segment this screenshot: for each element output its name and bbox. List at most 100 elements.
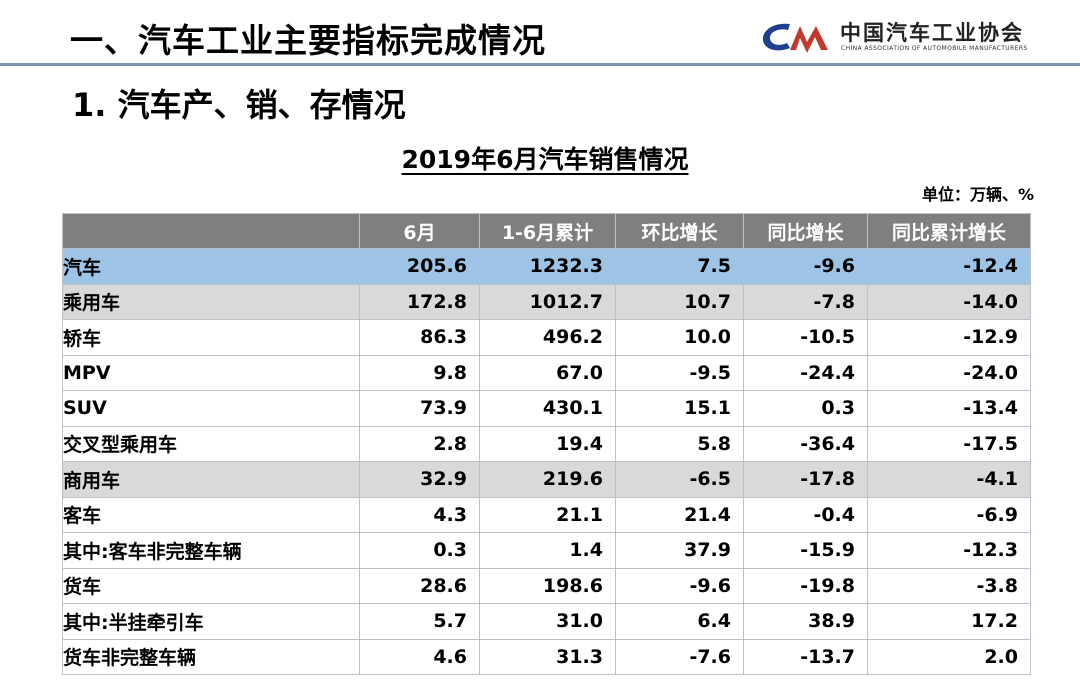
- table-cell: 4.3: [359, 496, 480, 533]
- row-label: 货车非完整车辆: [62, 638, 360, 675]
- table-cell: 430.1: [479, 390, 616, 427]
- table-cell: 1.4: [479, 532, 616, 569]
- table-row: 货车非完整车辆 4.6 31.3 -7.6 -13.7 2.0: [62, 638, 1031, 675]
- table-cell: -7.8: [743, 283, 868, 320]
- table-cell: 32.9: [359, 461, 480, 498]
- table-cell: -13.7: [743, 638, 868, 675]
- table-cell: 7.5: [615, 248, 744, 285]
- table-cell: 10.7: [615, 283, 744, 320]
- table-cell: -24.4: [743, 354, 868, 391]
- table-row: 其中:半挂牵引车 5.7 31.0 6.4 38.9 17.2: [62, 603, 1031, 640]
- row-label: 客车: [62, 496, 360, 533]
- table-row: 乘用车 172.8 1012.7 10.7 -7.8 -14.0: [62, 283, 1031, 320]
- table-header-row: 6月 1-6月累计 环比增长 同比增长 同比累计增长: [62, 213, 1031, 249]
- table-cell: -13.4: [867, 390, 1031, 427]
- row-label: SUV: [62, 390, 360, 427]
- table-cell: -3.8: [867, 567, 1031, 604]
- caam-logo: 中国汽车工业协会 CHINA ASSOCIATION OF AUTOMOBILE…: [760, 14, 1060, 58]
- table-cell: 31.3: [479, 638, 616, 675]
- table-row: 货车 28.6 198.6 -9.6 -19.8 -3.8: [62, 567, 1031, 604]
- table-cell: 5.7: [359, 603, 480, 640]
- table-cell: 6.4: [615, 603, 744, 640]
- row-label: MPV: [62, 354, 360, 391]
- table-cell: 1232.3: [479, 248, 616, 285]
- table-cell: 21.1: [479, 496, 616, 533]
- column-header: 环比增长: [615, 213, 744, 249]
- table-cell: 1012.7: [479, 283, 616, 320]
- table-cell: 31.0: [479, 603, 616, 640]
- table-row: MPV 9.8 67.0 -9.5 -24.4 -24.0: [62, 354, 1031, 391]
- sales-table: 6月 1-6月累计 环比增长 同比增长 同比累计增长 汽车 205.6 1232…: [62, 213, 1031, 675]
- table-cell: -17.8: [743, 461, 868, 498]
- table-cell: 205.6: [359, 248, 480, 285]
- logo-text-en: CHINA ASSOCIATION OF AUTOMOBILE MANUFACT…: [841, 45, 1028, 52]
- table-cell: 5.8: [615, 425, 744, 462]
- table-cell: -4.1: [867, 461, 1031, 498]
- row-label: 交叉型乘用车: [62, 425, 360, 462]
- table-cell: 21.4: [615, 496, 744, 533]
- table-cell: 37.9: [615, 532, 744, 569]
- table-row: 商用车 32.9 219.6 -6.5 -17.8 -4.1: [62, 461, 1031, 498]
- table-cell: -12.4: [867, 248, 1031, 285]
- table-cell: 9.8: [359, 354, 480, 391]
- table-cell: -15.9: [743, 532, 868, 569]
- header-divider: [0, 63, 1080, 66]
- table-cell: -12.3: [867, 532, 1031, 569]
- row-label: 汽车: [62, 248, 360, 285]
- table-cell: -19.8: [743, 567, 868, 604]
- table-row: SUV 73.9 430.1 15.1 0.3 -13.4: [62, 390, 1031, 427]
- table-cell: -9.5: [615, 354, 744, 391]
- table-cell: 38.9: [743, 603, 868, 640]
- table-cell: 2.8: [359, 425, 480, 462]
- row-label: 轿车: [62, 319, 360, 356]
- table-cell: -9.6: [743, 248, 868, 285]
- table-cell: -6.5: [615, 461, 744, 498]
- page-title: 一、汽车工业主要指标完成情况: [70, 21, 546, 60]
- row-label: 商用车: [62, 461, 360, 498]
- row-label: 其中:客车非完整车辆: [62, 532, 360, 569]
- table-cell: 198.6: [479, 567, 616, 604]
- table-cell: 86.3: [359, 319, 480, 356]
- table-title-text: 2019年6月汽车销售情况: [401, 145, 689, 174]
- row-label: 其中:半挂牵引车: [62, 603, 360, 640]
- table-cell: 4.6: [359, 638, 480, 675]
- unit-label: 单位：万辆、%: [921, 185, 1034, 204]
- table-row: 汽车 205.6 1232.3 7.5 -9.6 -12.4: [62, 248, 1031, 285]
- table-title: 2019年6月汽车销售情况: [0, 140, 1080, 176]
- column-header: 1-6月累计: [479, 213, 616, 249]
- table-cell: 67.0: [479, 354, 616, 391]
- table-cell: 496.2: [479, 319, 616, 356]
- table-row: 交叉型乘用车 2.8 19.4 5.8 -36.4 -17.5: [62, 425, 1031, 462]
- column-header: [62, 213, 360, 249]
- table-cell: 17.2: [867, 603, 1031, 640]
- row-label: 货车: [62, 567, 360, 604]
- table-cell: -9.6: [615, 567, 744, 604]
- table-cell: -17.5: [867, 425, 1031, 462]
- column-header: 同比增长: [743, 213, 868, 249]
- column-header: 同比累计增长: [867, 213, 1031, 249]
- table-row: 其中:客车非完整车辆 0.3 1.4 37.9 -15.9 -12.3: [62, 532, 1031, 569]
- table-cell: 15.1: [615, 390, 744, 427]
- table-cell: -0.4: [743, 496, 868, 533]
- row-label: 乘用车: [62, 283, 360, 320]
- table-cell: -12.9: [867, 319, 1031, 356]
- column-header: 6月: [359, 213, 480, 249]
- table-row: 客车 4.3 21.1 21.4 -0.4 -6.9: [62, 496, 1031, 533]
- table-cell: 19.4: [479, 425, 616, 462]
- table-cell: -14.0: [867, 283, 1031, 320]
- caam-logo-icon: [762, 23, 828, 53]
- logo-text-cn: 中国汽车工业协会: [840, 21, 1024, 45]
- table-cell: -10.5: [743, 319, 868, 356]
- section-title: 1. 汽车产、销、存情况: [72, 86, 406, 124]
- table-cell: 73.9: [359, 390, 480, 427]
- table-cell: -7.6: [615, 638, 744, 675]
- table-cell: 219.6: [479, 461, 616, 498]
- table-cell: 0.3: [359, 532, 480, 569]
- table-row: 轿车 86.3 496.2 10.0 -10.5 -12.9: [62, 319, 1031, 356]
- table-cell: 28.6: [359, 567, 480, 604]
- table-cell: -36.4: [743, 425, 868, 462]
- table-cell: 0.3: [743, 390, 868, 427]
- table-cell: -24.0: [867, 354, 1031, 391]
- table-cell: -6.9: [867, 496, 1031, 533]
- table-cell: 172.8: [359, 283, 480, 320]
